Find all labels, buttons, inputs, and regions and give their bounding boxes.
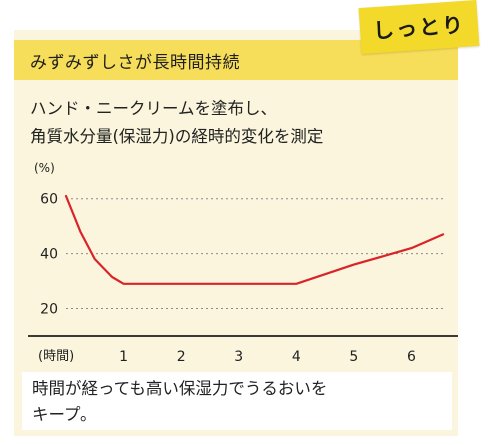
y-axis-label: (%)	[34, 161, 55, 175]
series-line	[64, 194, 445, 285]
x-tick-label: 1	[119, 349, 128, 365]
description-line-1: ハンド・ニークリームを塗布し、	[30, 99, 278, 118]
x-tick-label: 3	[234, 349, 243, 365]
y-tick-label: 20	[40, 302, 58, 318]
x-tick-label: 4	[292, 349, 301, 365]
header-title: みずみずしさが長時間持続	[30, 53, 240, 73]
x-tick-label: 6	[407, 349, 416, 365]
footer-line-2: キープ。	[32, 405, 97, 424]
footer-line-1: 時間が経っても高い保湿力でうるおいを	[32, 379, 328, 398]
y-tick-label: 60	[40, 192, 58, 208]
y-tick-label: 40	[40, 247, 58, 263]
x-tick-label: 2	[177, 349, 186, 365]
description: ハンド・ニークリームを塗布し、 角質水分量(保湿力)の経時的変化を測定	[30, 95, 323, 151]
description-line-2: 角質水分量(保湿力)の経時的変化を測定	[30, 127, 324, 146]
card-background	[14, 30, 458, 436]
x-axis-label: (時間)	[38, 349, 74, 364]
footer-panel: 時間が経っても高い保湿力でうるおいを キープ。	[22, 372, 452, 430]
x-tick-label: 5	[349, 349, 358, 365]
